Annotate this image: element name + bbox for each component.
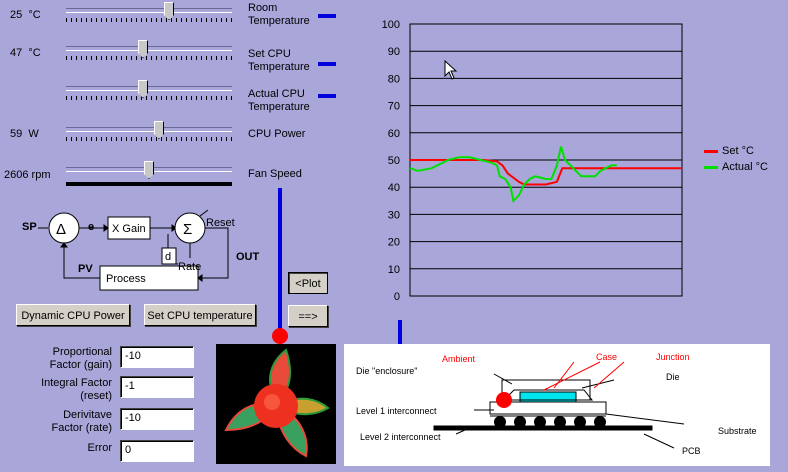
y-tick-label: 70	[388, 101, 400, 113]
rate-label: Rate	[178, 261, 201, 273]
set-cpu-slider[interactable]	[66, 40, 232, 64]
y-tick-label: 30	[388, 209, 400, 221]
slider-thumb[interactable]	[154, 121, 164, 139]
derivative-label: Derivitave Factor (rate)	[51, 409, 112, 434]
derivative-field[interactable]: -10	[120, 408, 194, 430]
legend-swatch-actual	[704, 166, 718, 169]
pv-label: PV	[78, 263, 93, 275]
temperature-chart: 0 10 20 30 40 50 60 70 80 90 100	[382, 19, 683, 303]
legend-label-set: Set °C	[722, 145, 754, 157]
die-label: Die	[666, 372, 680, 382]
y-tick-label: 100	[382, 19, 400, 31]
proportional-field[interactable]: -10	[120, 346, 194, 368]
slider-thumb[interactable]	[138, 40, 148, 58]
die-enclosure-label: Die "enclosure"	[356, 366, 417, 376]
ambient-label: Ambient	[442, 354, 476, 364]
integral-label: Integral Factor (reset)	[41, 377, 112, 402]
cpu-power-value: 59 W	[10, 128, 39, 140]
delta-symbol: Δ	[56, 221, 66, 238]
mouse-cursor-icon	[444, 60, 458, 80]
room-temp-link-line	[318, 14, 336, 18]
fan-marker-dot	[272, 328, 288, 344]
dynamic-cpu-power-button[interactable]: Dynamic CPU Power	[16, 304, 130, 326]
actual-cpu-slider	[66, 80, 232, 104]
pcb-label: PCB	[682, 446, 701, 456]
thermal-diagram: Ambient Case Junction Die "enclosure" Di…	[356, 352, 757, 456]
thermal-diagram-panel: Ambient Case Junction Die "enclosure" Di…	[344, 344, 770, 466]
proportional-label: Proportional Factor (gain)	[49, 346, 112, 371]
slider-thumb[interactable]	[144, 161, 154, 179]
sp-label: SP	[22, 221, 37, 233]
y-tick-label: 10	[388, 264, 400, 276]
plot-button[interactable]: <Plot	[288, 272, 328, 294]
diagram-marker-dot	[496, 392, 512, 408]
set-cpu-value: 47 °C	[10, 47, 41, 59]
reset-label: Reset	[206, 217, 235, 229]
case-label: Case	[596, 352, 617, 362]
legend-label-actual: Actual °C	[722, 161, 768, 173]
substrate-label: Substrate	[718, 426, 757, 436]
d-label: d	[165, 251, 171, 263]
set-cpu-temperature-button[interactable]: Set CPU temperature	[144, 304, 256, 326]
fan-speed-value: 2606 rpm	[4, 169, 51, 181]
room-temp-slider[interactable]	[66, 2, 232, 26]
y-tick-label: 50	[388, 155, 400, 167]
level2-label: Level 2 interconnect	[360, 432, 441, 442]
fan-speed-slider[interactable]	[66, 161, 232, 185]
actual-cpu-label: Actual CPU Temperature	[248, 88, 310, 113]
arrow-button[interactable]: ==>	[288, 305, 328, 327]
level1-label: Level 1 interconnect	[356, 406, 437, 416]
pid-block-diagram: Δ Σ SP e X Gain Reset d Rate PV Process …	[22, 209, 260, 291]
fan-speed-label: Fan Speed	[248, 168, 302, 180]
y-tick-label: 0	[394, 291, 400, 303]
y-tick-label: 60	[388, 128, 400, 140]
fan-link-line	[278, 188, 282, 338]
y-tick-label: 90	[388, 46, 400, 58]
series-line-set	[410, 159, 682, 186]
set-cpu-label: Set CPU Temperature	[248, 48, 310, 73]
legend-swatch-set	[704, 150, 718, 153]
e-label: e	[88, 221, 94, 233]
actual-cpu-link-line	[318, 94, 336, 98]
process-label: Process	[106, 273, 146, 285]
sigma-symbol: Σ	[183, 221, 192, 238]
out-label: OUT	[236, 251, 260, 263]
fan-speed-bar	[66, 182, 232, 186]
room-temp-value: 25 °C	[10, 9, 41, 21]
cpu-power-label: CPU Power	[248, 128, 306, 140]
set-cpu-link-line	[318, 62, 336, 66]
junction-label: Junction	[656, 352, 690, 362]
error-label: Error	[87, 442, 112, 454]
series-line-actual	[409, 146, 617, 203]
slider-thumb[interactable]	[164, 2, 174, 20]
error-field[interactable]: 0	[120, 440, 194, 462]
slider-thumb	[138, 80, 148, 98]
y-tick-label: 40	[388, 182, 400, 194]
room-temp-label: Room Temperature	[248, 2, 310, 27]
gain-label: X Gain	[112, 223, 146, 235]
fan-image	[216, 344, 336, 464]
integral-field[interactable]: -1	[120, 376, 194, 398]
cpu-power-slider[interactable]	[66, 121, 232, 145]
y-tick-label: 80	[388, 73, 400, 85]
y-tick-label: 20	[388, 237, 400, 249]
